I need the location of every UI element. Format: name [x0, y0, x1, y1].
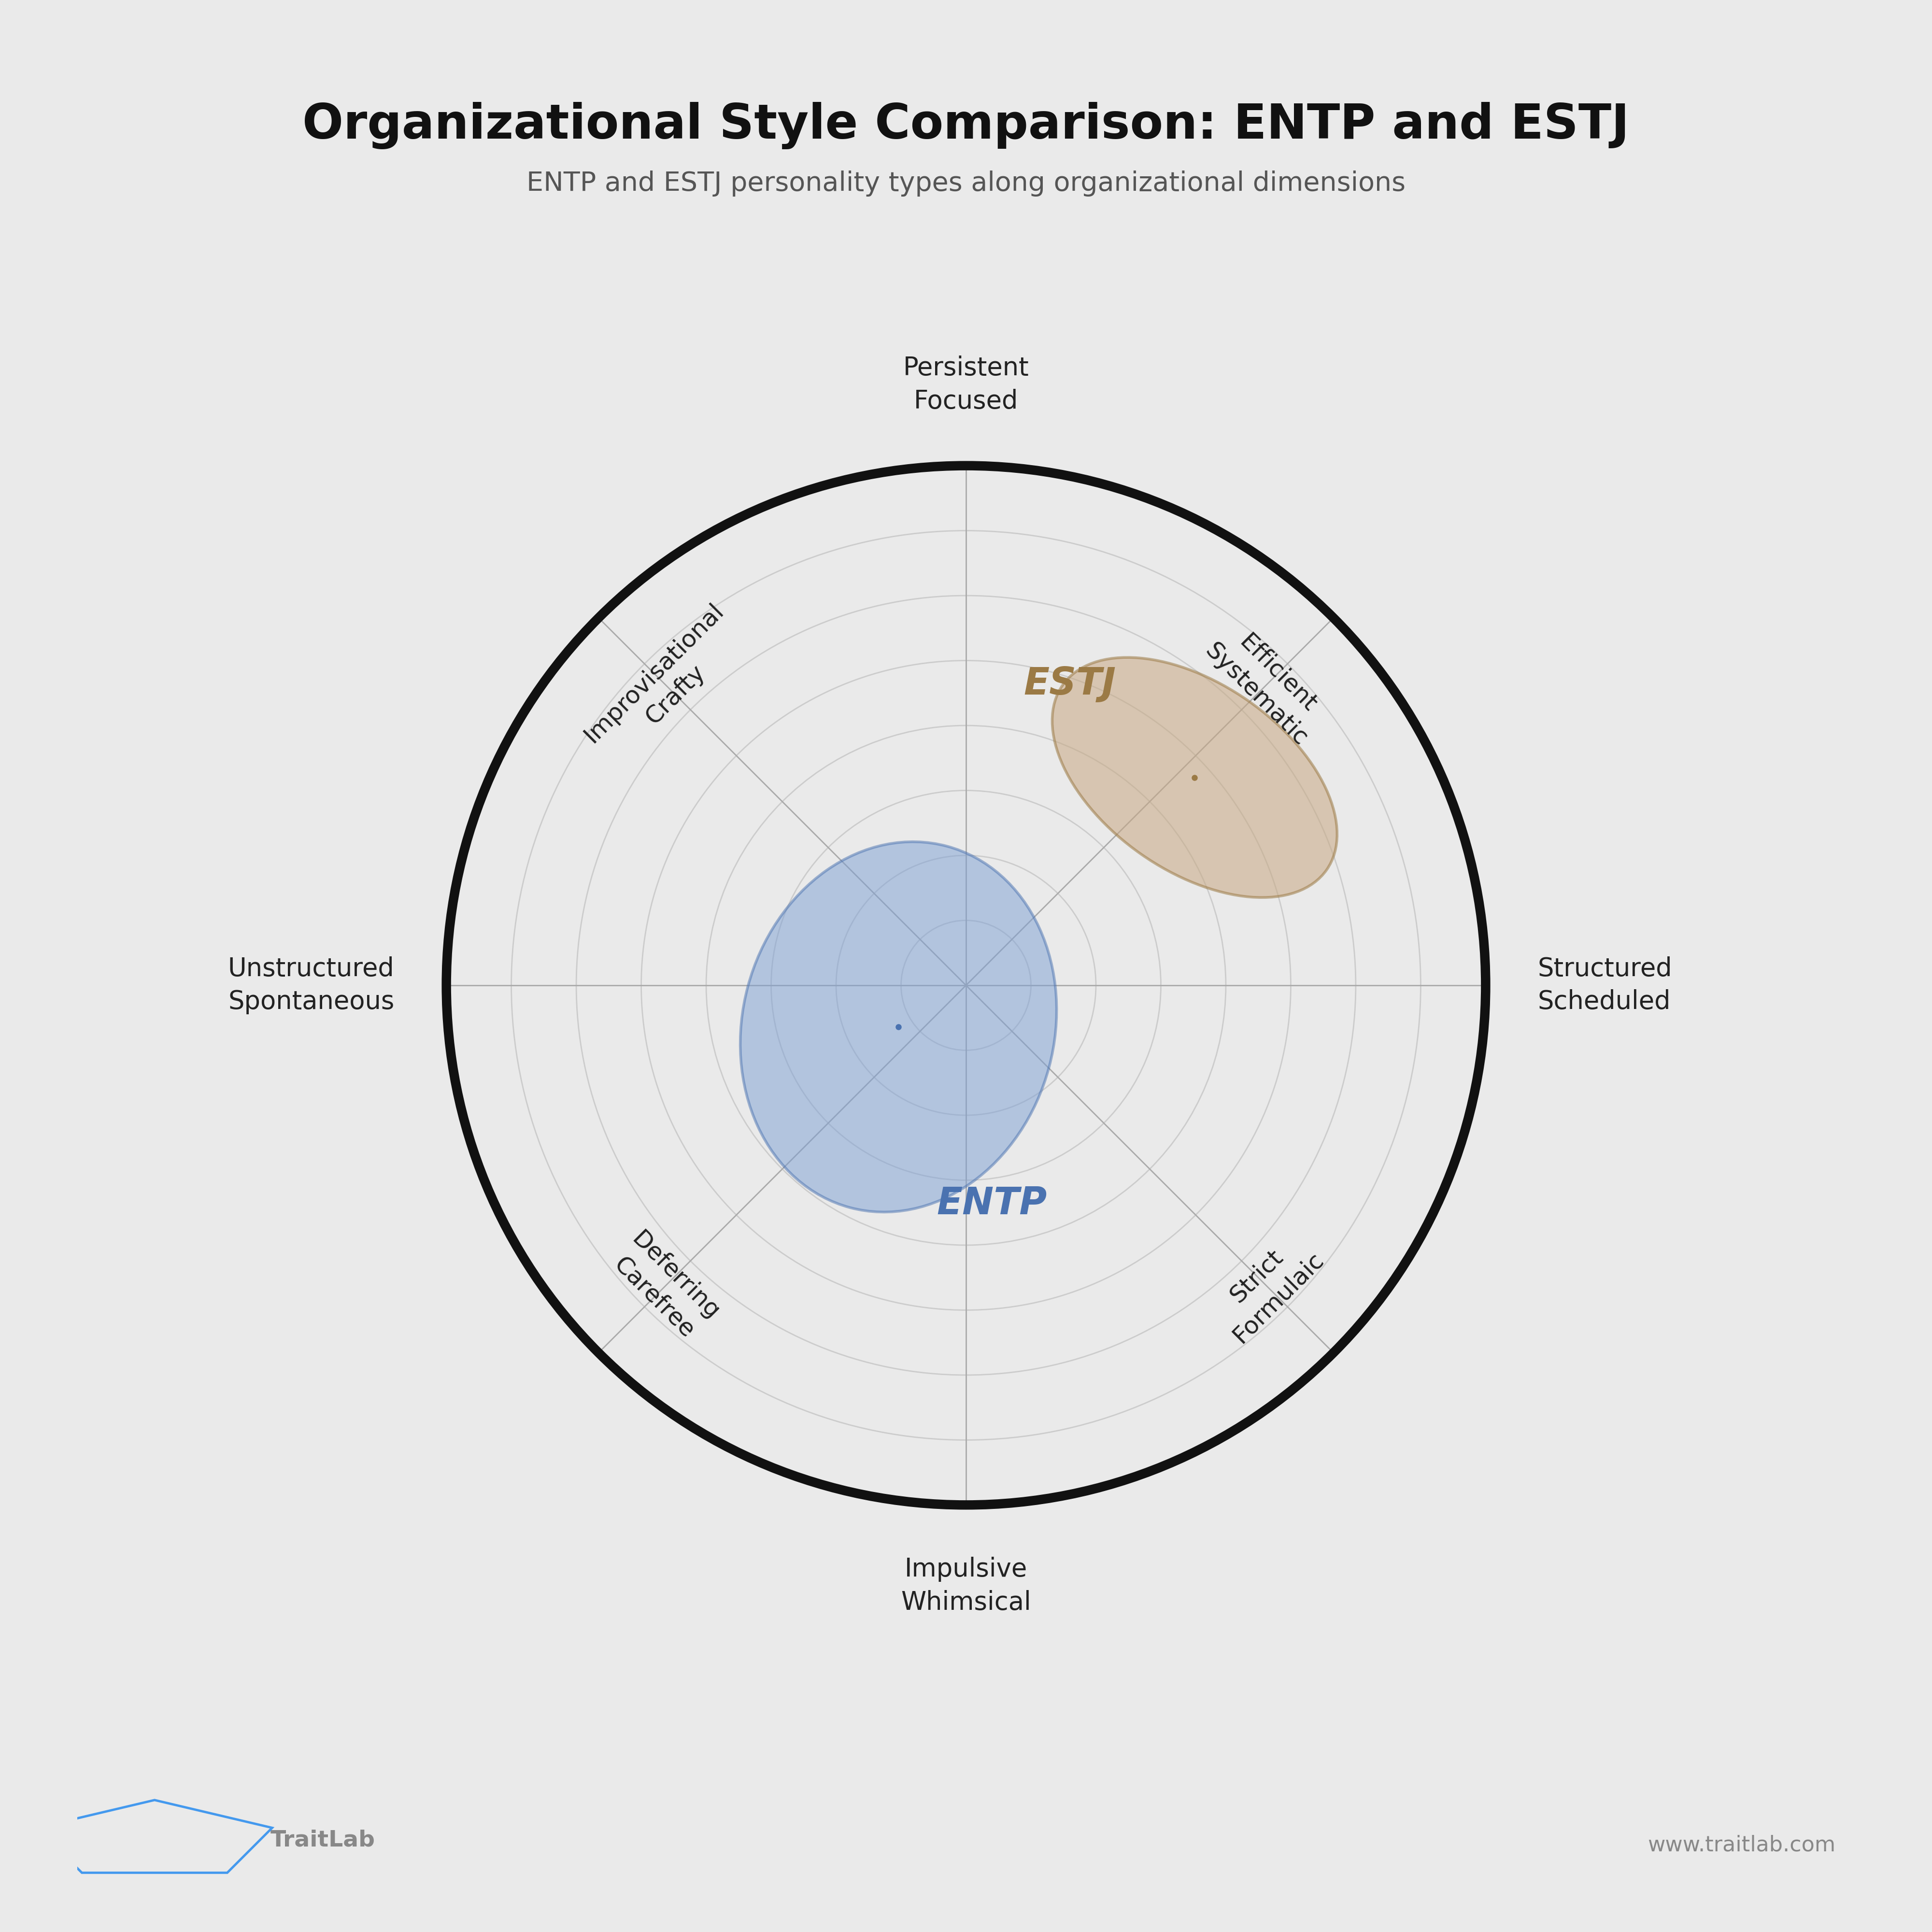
Text: Deferring
Carefree: Deferring Carefree — [605, 1227, 724, 1347]
Text: Impulsive
Whimsical: Impulsive Whimsical — [900, 1557, 1032, 1615]
Text: ENTP and ESTJ personality types along organizational dimensions: ENTP and ESTJ personality types along or… — [526, 170, 1406, 197]
Text: ENTP: ENTP — [937, 1184, 1047, 1221]
Text: TraitLab: TraitLab — [270, 1830, 375, 1851]
Ellipse shape — [740, 842, 1057, 1211]
Text: Persistent
Focused: Persistent Focused — [902, 355, 1030, 413]
Text: Structured
Scheduled: Structured Scheduled — [1538, 956, 1673, 1014]
Text: www.traitlab.com: www.traitlab.com — [1648, 1835, 1835, 1855]
Ellipse shape — [1053, 657, 1337, 898]
Text: Improvisational
Crafty: Improvisational Crafty — [580, 599, 750, 769]
Text: Strict
Formulaic: Strict Formulaic — [1208, 1227, 1327, 1347]
Text: Unstructured
Spontaneous: Unstructured Spontaneous — [228, 956, 394, 1014]
Text: Organizational Style Comparison: ENTP and ESTJ: Organizational Style Comparison: ENTP an… — [303, 102, 1629, 149]
Text: Efficient
Systematic: Efficient Systematic — [1202, 618, 1333, 750]
Text: ESTJ: ESTJ — [1024, 665, 1117, 701]
